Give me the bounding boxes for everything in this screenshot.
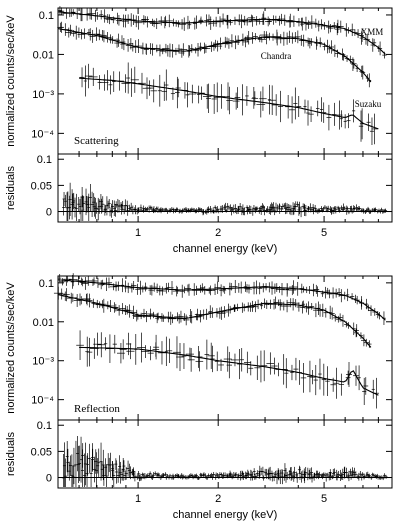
model-curve — [57, 294, 372, 348]
series-label: XMM — [361, 27, 384, 37]
series-chandra — [57, 21, 372, 88]
model-curve — [79, 77, 379, 130]
model-curve — [57, 28, 372, 83]
y-tick-label: 0.1 — [37, 420, 52, 432]
y-tick-label: 10⁻⁴ — [31, 128, 54, 140]
series-label: Chandra — [261, 51, 292, 61]
plot-frame — [57, 7, 393, 155]
series-xmm — [57, 6, 387, 59]
y-tick-label: 0.05 — [31, 446, 52, 458]
y-tick-label: 0 — [46, 207, 52, 219]
x-tick-label: 5 — [321, 493, 327, 505]
plot-frame — [57, 419, 393, 489]
top-residuals-panel: 0 0.05 0.1 1 2 5 residuals channel energy (keV) — [5, 153, 393, 255]
y-axis-title: normalized counts/sec/keV — [5, 15, 17, 147]
x-tick-label: 2 — [215, 227, 221, 239]
series-label: Suzaku — [355, 99, 382, 109]
y-tick-label: 10⁻³ — [32, 356, 54, 368]
model-curve — [79, 346, 379, 396]
series-suzaku — [79, 62, 379, 145]
y-tick-label: 0.1 — [39, 278, 54, 290]
y-tick-label: 0.01 — [33, 49, 54, 61]
bottom-spectrum-panel: 0.1 0.01 10⁻³ 10⁻⁴ normalized counts/sec/keV… — [5, 273, 393, 421]
series-dataset-2 — [53, 286, 372, 348]
series-dataset-1 — [57, 273, 386, 325]
x-tick-label: 1 — [135, 227, 141, 239]
x-tick-label: 2 — [215, 493, 221, 505]
y-tick-label: 0.1 — [37, 154, 52, 166]
y-tick-label: 10⁻³ — [32, 89, 54, 101]
model-label: Scattering — [74, 135, 119, 147]
series-dataset-3 — [76, 330, 379, 409]
x-axis-title: channel energy (keV) — [173, 243, 278, 255]
plot-frame — [57, 153, 393, 223]
y-axis-title: normalized counts/sec/keV — [5, 282, 17, 414]
x-tick-label: 1 — [135, 493, 141, 505]
y-tick-label: 0.01 — [33, 317, 54, 329]
y-tick-label: 0.05 — [31, 180, 52, 192]
model-label: Reflection — [74, 403, 120, 415]
y-tick-label: 0 — [46, 473, 52, 485]
x-axis-title: channel energy (keV) — [173, 509, 278, 521]
y-tick-label: 0.1 — [39, 10, 54, 22]
top-spectrum-panel: 0.1 0.01 10⁻³ 10⁻⁴ normalized counts/sec/keV… — [5, 6, 393, 155]
y-axis-title: residuals — [5, 165, 17, 210]
bottom-residuals-panel: 0 0.05 0.1 1 2 5 residuals channel energy (keV) — [5, 419, 393, 521]
x-tick-label: 5 — [321, 227, 327, 239]
y-axis-title: residuals — [5, 431, 17, 476]
y-tick-label: 10⁻⁴ — [31, 395, 54, 407]
